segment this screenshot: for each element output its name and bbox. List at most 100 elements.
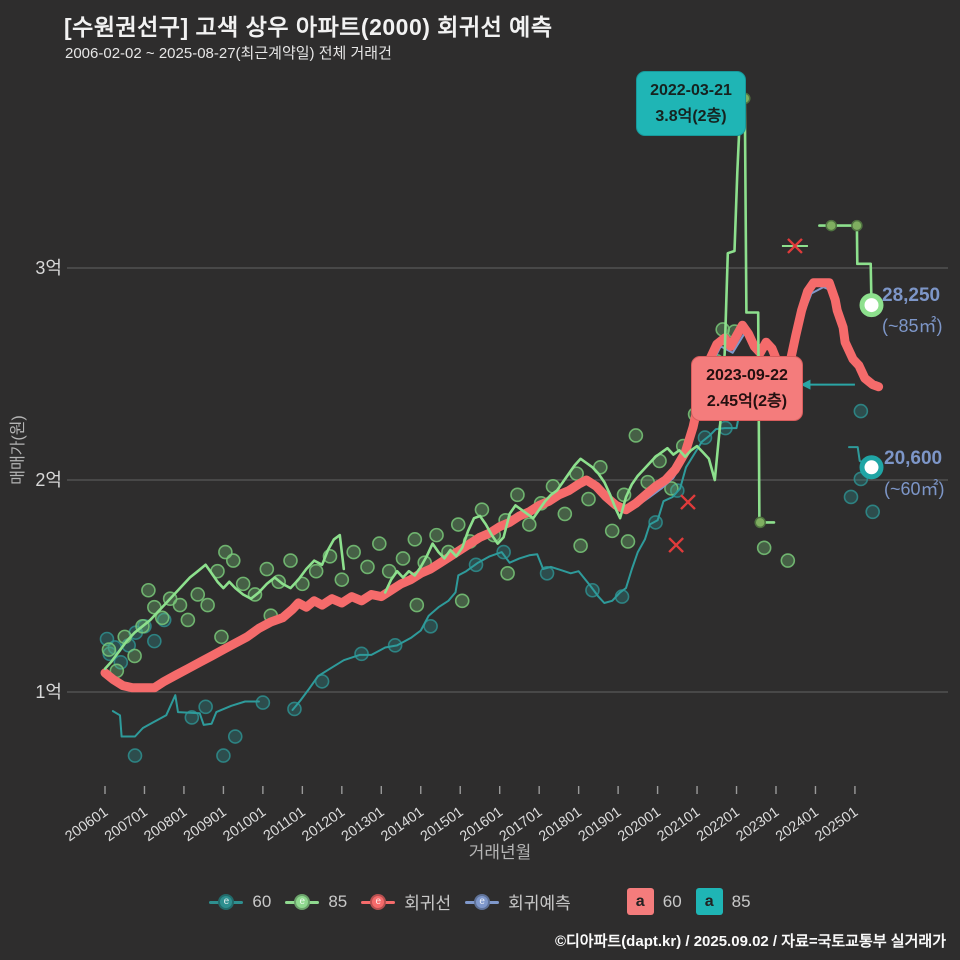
legend-box-label: 60 — [662, 891, 682, 911]
legend-marker-icon: e — [209, 893, 244, 911]
60-scatter-point[interactable] — [314, 674, 330, 689]
legend-annotation-box-85[interactable]: a 85 — [695, 888, 751, 915]
legend-box-label: 85 — [731, 891, 751, 911]
85-scatter-point[interactable] — [154, 610, 170, 626]
85-scatter-point[interactable] — [450, 517, 466, 532]
85-scatter-point[interactable] — [573, 538, 588, 554]
85-scatter-point[interactable] — [409, 597, 425, 613]
x-tick-200901: 200901 — [181, 804, 230, 845]
cancelled-x-icon[interactable] — [787, 238, 803, 254]
85-scatter-point[interactable] — [200, 597, 215, 613]
legend-item-85[interactable]: e 85 — [285, 892, 347, 912]
85-scatter-point[interactable] — [429, 527, 444, 543]
line-dot — [851, 219, 863, 232]
legend-marker-icon: e — [285, 893, 320, 911]
회귀선-series[interactable] — [100, 278, 884, 693]
85-scatter-point[interactable] — [500, 565, 515, 581]
85-scatter-point[interactable] — [190, 587, 206, 602]
85-scatter-point[interactable] — [127, 648, 142, 664]
85-scatter-point[interactable] — [214, 629, 229, 645]
85-scatter-point[interactable] — [664, 481, 679, 496]
85-scatter-point[interactable] — [522, 517, 537, 532]
85-scatter-point[interactable] — [225, 553, 241, 568]
legend-item-label: 60 — [252, 891, 272, 911]
annotation-recent-60[interactable]: 2023-09-22 2.45억(2층) — [691, 356, 803, 422]
85-scatter-point[interactable] — [604, 523, 620, 539]
copyright-footer: ©디아파트(dapt.kr) / 2025.09.02 / 자료=국토교통부 실… — [554, 933, 946, 950]
85-scatter-point[interactable] — [141, 582, 156, 598]
x-axis-title: 거래년월 — [468, 843, 532, 862]
60-scatter-point[interactable] — [865, 504, 880, 520]
legend-box-icon: a — [626, 888, 654, 915]
85-scatter-point[interactable] — [101, 642, 117, 657]
latest-85-size: (~85㎡) — [882, 316, 943, 336]
60-scatter-point[interactable] — [697, 430, 713, 445]
annotation-recent-price: 2.45억(2층) — [706, 392, 788, 410]
85-scatter-point[interactable] — [407, 532, 423, 547]
60-scatter-point[interactable] — [853, 403, 869, 419]
annotation-arrow-head-icon — [800, 379, 811, 390]
legend-marker-icon: e — [465, 893, 500, 911]
60-scatter-point[interactable] — [255, 695, 271, 710]
60-scatter-point[interactable] — [539, 565, 555, 581]
85-scatter-point[interactable] — [780, 553, 796, 568]
60-scatter-point[interactable] — [843, 489, 859, 505]
85-scatter-point[interactable] — [372, 536, 387, 551]
x-tick-200801: 200801 — [141, 804, 190, 845]
85-scatter-point[interactable] — [235, 576, 251, 592]
line-dot — [825, 219, 837, 232]
85-scatter-point[interactable] — [395, 551, 411, 566]
60-scatter-point[interactable] — [127, 748, 143, 763]
85-scatter-point[interactable] — [172, 597, 188, 613]
annotation-peak-85[interactable]: 2022-03-21 3.8억(2층) — [636, 71, 746, 137]
60-line-series[interactable] — [291, 383, 806, 711]
85-scatter-point[interactable] — [474, 502, 490, 517]
x-tick-202001: 202001 — [615, 804, 664, 845]
85-line-series[interactable] — [383, 97, 776, 594]
60-line-series[interactable] — [111, 694, 260, 738]
cancelled-x-icon[interactable] — [668, 537, 684, 553]
60-scatter-point[interactable] — [216, 748, 231, 763]
x-tick-200701: 200701 — [102, 804, 151, 845]
60-scatter-point[interactable] — [113, 655, 129, 670]
legend-item-회귀선[interactable]: e 회귀선 — [361, 889, 451, 914]
85-scatter-point[interactable] — [259, 561, 275, 577]
legend-item-회귀예측[interactable]: e 회귀예측 — [465, 889, 571, 914]
85-scatter-point[interactable] — [180, 612, 196, 628]
85-scatter-point[interactable] — [756, 540, 772, 556]
annotation-peak-date: 2022-03-21 — [650, 82, 732, 99]
85-scatter-point[interactable] — [557, 506, 573, 522]
60-scatter-point[interactable] — [147, 633, 162, 649]
annotation-peak-price: 3.8억(2층) — [655, 107, 727, 125]
line-dot — [754, 516, 766, 529]
85-line-series[interactable] — [103, 533, 346, 671]
85-scatter-point[interactable] — [283, 553, 298, 568]
60-scatter-point[interactable] — [227, 729, 243, 744]
60-scatter-point[interactable] — [354, 646, 369, 662]
85-scatter-point[interactable] — [510, 487, 525, 503]
60-scatter-point[interactable] — [496, 544, 511, 560]
85-scatter-point[interactable] — [454, 593, 470, 609]
last-deal-marker[interactable] — [859, 455, 884, 480]
legend-annotation-box-60[interactable]: a 60 — [626, 888, 682, 915]
85-scatter-point[interactable] — [620, 534, 636, 549]
legend-marker-icon: e — [361, 893, 396, 911]
legend-box-icon: a — [695, 888, 723, 915]
60-scatter-point[interactable] — [198, 699, 213, 715]
latest-60-price-value: 20,600 — [884, 448, 943, 469]
60-scatter-point[interactable] — [156, 612, 172, 628]
x-tick-202401: 202401 — [773, 804, 822, 845]
85-scatter-point[interactable] — [360, 559, 375, 575]
legend-item-60[interactable]: e 60 — [209, 892, 271, 912]
85-scatter-point[interactable] — [334, 572, 350, 587]
85-scatter-point[interactable] — [308, 563, 324, 579]
85-scatter-point[interactable] — [346, 544, 361, 560]
85-line-series[interactable] — [818, 224, 873, 307]
60-scatter-point[interactable] — [184, 710, 200, 725]
85-scatter-point[interactable] — [581, 491, 596, 507]
last-deal-marker[interactable] — [859, 293, 884, 318]
85-scatter-point[interactable] — [628, 428, 644, 443]
cancelled-x-icon[interactable] — [680, 494, 696, 510]
